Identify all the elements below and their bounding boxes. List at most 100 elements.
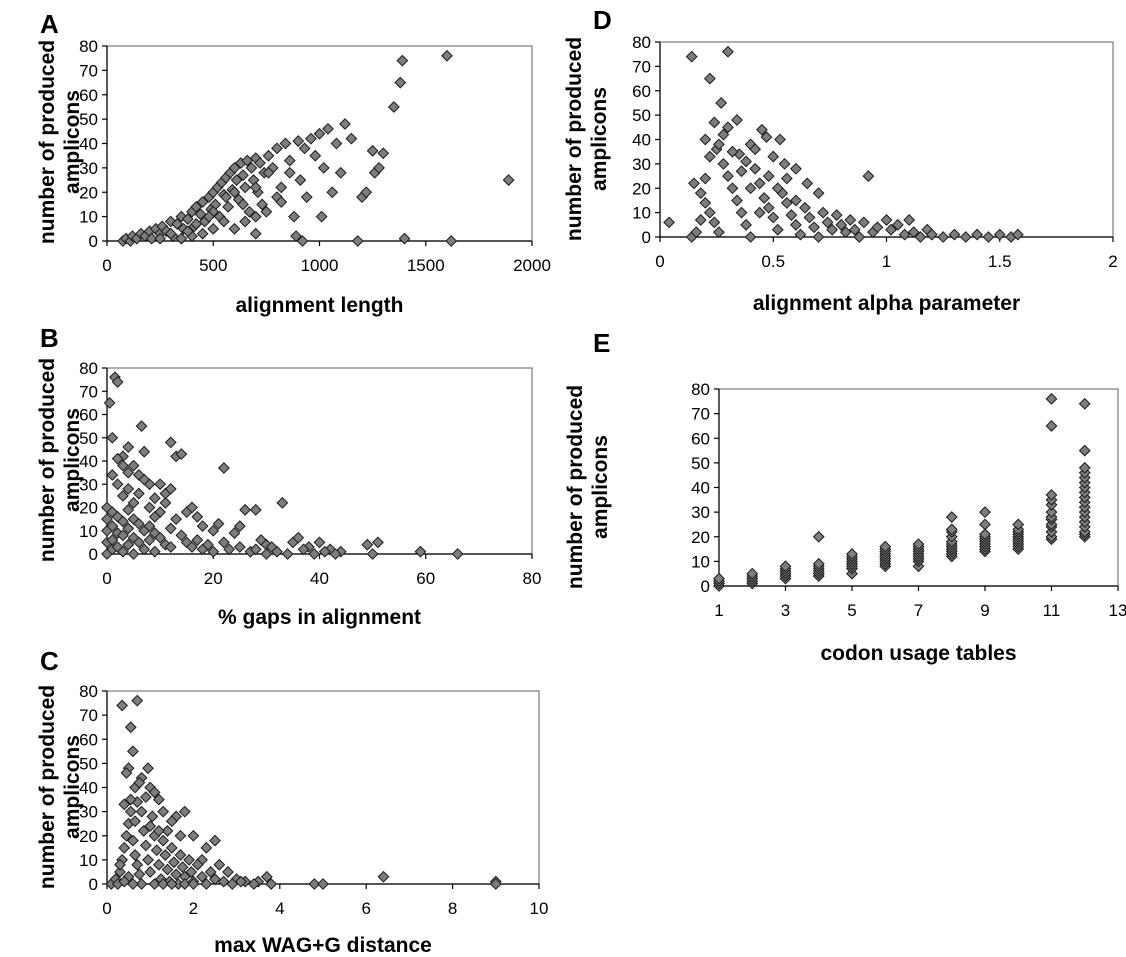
data-point — [212, 517, 225, 530]
data-point — [249, 210, 262, 223]
y-tick-label: 30 — [79, 803, 98, 822]
data-point — [260, 205, 273, 218]
x-tick-label: 0.5 — [761, 252, 785, 271]
data-point — [271, 142, 283, 155]
scatter-points — [663, 45, 1024, 243]
data-point — [164, 482, 177, 495]
data-point — [228, 222, 241, 235]
data-point — [114, 866, 126, 878]
data-point — [170, 868, 183, 881]
data-point — [111, 478, 124, 491]
x-tick-label: 40 — [310, 569, 329, 588]
data-point — [785, 209, 798, 221]
data-point — [187, 829, 200, 842]
data-point — [217, 536, 230, 549]
data-point — [186, 501, 198, 514]
data-point — [778, 157, 791, 170]
data-point — [708, 216, 721, 229]
data-point — [237, 169, 249, 182]
data-point — [993, 228, 1006, 241]
data-point — [351, 235, 364, 247]
data-point — [138, 473, 151, 486]
data-point — [249, 227, 262, 240]
data-point — [178, 878, 191, 890]
data-point — [176, 861, 189, 874]
data-point — [445, 235, 458, 247]
data-point — [281, 548, 294, 560]
x-tick-label: 20 — [204, 569, 223, 588]
data-point — [157, 805, 170, 818]
data-point — [308, 548, 321, 560]
data-point — [300, 191, 313, 204]
data-point — [202, 538, 214, 551]
data-point — [152, 858, 165, 871]
x-axis-title: codon usage tables — [820, 642, 1016, 665]
y-axis-title-line: amplicons — [589, 435, 612, 539]
y-tick-label: 70 — [632, 57, 651, 76]
data-point — [122, 538, 135, 551]
data-point — [159, 496, 172, 509]
data-point — [120, 767, 133, 779]
data-point — [744, 182, 757, 195]
data-point — [937, 231, 950, 243]
data-point — [142, 762, 154, 775]
data-point — [756, 123, 768, 136]
x-axis-title: alignment alpha parameter — [753, 292, 1020, 315]
y-tick-label: 60 — [79, 86, 98, 105]
data-point — [127, 496, 140, 509]
data-point — [812, 557, 825, 570]
data-point — [148, 492, 161, 505]
data-point — [275, 181, 288, 194]
data-point — [143, 501, 156, 514]
data-point — [1045, 420, 1058, 432]
data-point — [789, 162, 802, 175]
data-point — [127, 459, 140, 472]
chart-panel-d: 0 10 20 30 40 50 60 70 80 0 0.5 1 1.5 2 alignment alph… — [563, 5, 1118, 315]
data-point — [233, 541, 246, 553]
data-point — [789, 194, 802, 207]
data-point — [366, 548, 379, 560]
data-point — [143, 534, 156, 546]
data-point — [731, 114, 743, 126]
y-tick-label: 30 — [632, 155, 651, 174]
y-tick-label: 10 — [79, 208, 98, 227]
data-point — [127, 745, 139, 758]
data-point — [982, 231, 995, 243]
data-point — [181, 225, 194, 238]
data-point — [118, 875, 131, 888]
data-point — [164, 522, 177, 535]
data-point — [101, 513, 113, 526]
data-point — [120, 829, 133, 842]
data-point — [148, 510, 161, 523]
data-point — [271, 545, 283, 558]
data-point — [175, 232, 188, 245]
data-point — [207, 545, 220, 558]
data-point — [1012, 518, 1025, 531]
data-point — [262, 166, 275, 179]
data-point — [106, 520, 119, 533]
data-point — [143, 520, 156, 533]
panel-label: A — [40, 9, 59, 39]
data-point — [715, 97, 728, 109]
data-point — [762, 170, 775, 182]
data-point — [451, 548, 464, 560]
data-point — [137, 825, 150, 837]
data-point — [1078, 397, 1091, 410]
data-point — [502, 174, 515, 186]
data-point — [726, 145, 739, 158]
y-tick-label: 10 — [632, 204, 651, 223]
data-point — [758, 192, 771, 204]
y-tick-label: 0 — [701, 577, 710, 596]
data-point — [857, 216, 870, 229]
y-tick-label: 70 — [79, 382, 98, 401]
y-tick-label: 20 — [79, 499, 98, 518]
data-point — [233, 520, 246, 533]
scatter-points — [713, 392, 1091, 592]
data-point — [329, 548, 342, 560]
data-point — [117, 459, 129, 472]
y-tick-label: 60 — [691, 429, 710, 448]
data-point — [334, 166, 347, 179]
y-tick-label: 40 — [79, 135, 98, 154]
data-point — [767, 150, 780, 163]
